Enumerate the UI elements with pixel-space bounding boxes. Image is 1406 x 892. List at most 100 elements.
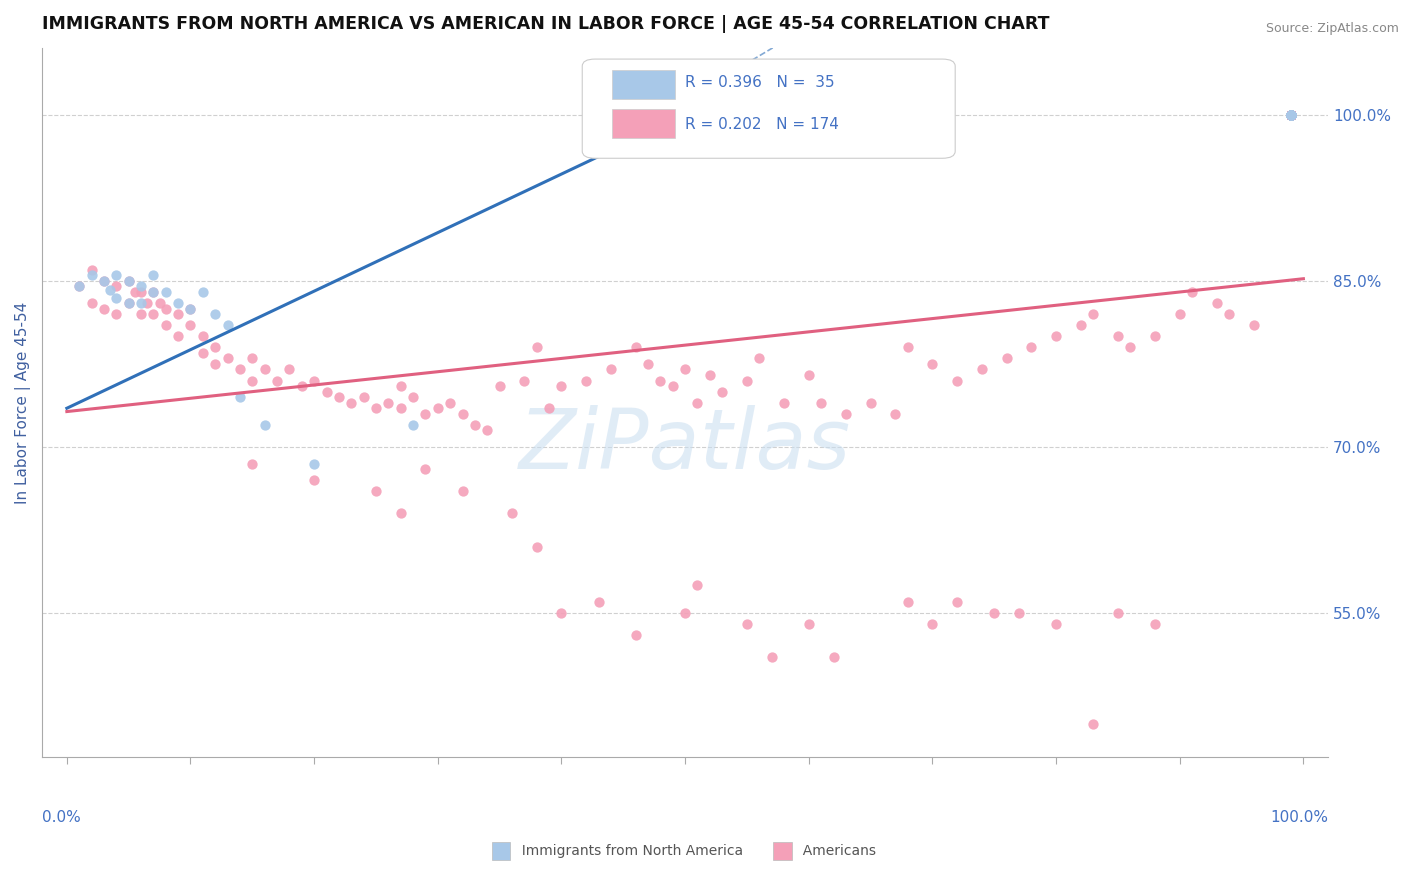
Point [1279,108,1302,122]
Point [1279,108,1302,122]
Point [1083,716,1105,731]
Point [1279,108,1302,122]
Point [575,374,598,388]
Point [624,628,647,642]
Point [1279,108,1302,122]
Point [142,285,165,299]
Point [686,395,709,409]
Point [1279,108,1302,122]
Point [1279,108,1302,122]
Point [402,417,425,432]
Point [1107,329,1129,343]
Point [501,507,523,521]
Point [129,296,152,310]
Point [118,296,141,310]
Point [142,285,165,299]
Point [477,423,499,437]
Point [415,407,437,421]
Point [1279,108,1302,122]
Point [1218,307,1240,321]
Point [1279,108,1302,122]
Point [1279,108,1302,122]
Point [513,374,536,388]
Point [191,346,214,360]
Point [191,329,214,343]
Point [748,351,770,366]
Point [179,301,201,316]
Text: Immigrants from North America: Immigrants from North America [513,844,744,858]
Point [637,357,659,371]
Point [797,368,820,382]
Point [1279,108,1302,122]
Point [538,401,561,416]
FancyBboxPatch shape [612,109,675,138]
Point [389,507,412,521]
Point [240,374,263,388]
Point [377,395,399,409]
Point [810,395,832,409]
Point [229,362,252,376]
Point [1119,340,1142,354]
Point [253,362,276,376]
Point [1045,617,1067,632]
Point [1279,108,1302,122]
Point [229,390,252,404]
Point [118,274,141,288]
Point [1279,108,1302,122]
Point [550,379,572,393]
Point [1279,108,1302,122]
Point [1243,318,1265,333]
Point [67,279,90,293]
Point [191,285,214,299]
Point [364,401,387,416]
Point [1279,108,1302,122]
Point [1279,108,1302,122]
Point [995,351,1018,366]
Point [1021,340,1043,354]
Point [1279,108,1302,122]
Point [353,390,375,404]
Point [1279,108,1302,122]
Point [488,379,510,393]
Point [439,395,461,409]
Point [1279,108,1302,122]
Point [1143,617,1166,632]
Point [217,351,239,366]
Point [835,407,858,421]
Point [1279,108,1302,122]
Point [80,268,103,283]
Point [1279,108,1302,122]
Point [402,390,425,404]
Point [204,340,226,354]
Point [1279,108,1302,122]
Text: Americans: Americans [794,844,876,858]
Point [98,283,121,297]
Point [1168,307,1191,321]
Point [105,279,128,293]
Point [673,362,696,376]
Point [67,279,90,293]
Point [946,595,969,609]
Point [1279,108,1302,122]
Point [1279,108,1302,122]
Point [278,362,301,376]
Point [1279,108,1302,122]
Point [1279,108,1302,122]
Point [266,374,288,388]
Point [389,379,412,393]
Point [302,457,325,471]
Point [155,285,177,299]
Point [451,407,474,421]
Point [1279,108,1302,122]
Point [884,407,907,421]
Point [129,279,152,293]
Text: ZiPatlas: ZiPatlas [519,405,851,486]
Text: R = 0.396   N =  35: R = 0.396 N = 35 [685,75,835,90]
Point [80,263,103,277]
Point [149,296,172,310]
Point [217,318,239,333]
Point [686,578,709,592]
Point [1279,108,1302,122]
Point [1279,108,1302,122]
Point [1083,307,1105,321]
